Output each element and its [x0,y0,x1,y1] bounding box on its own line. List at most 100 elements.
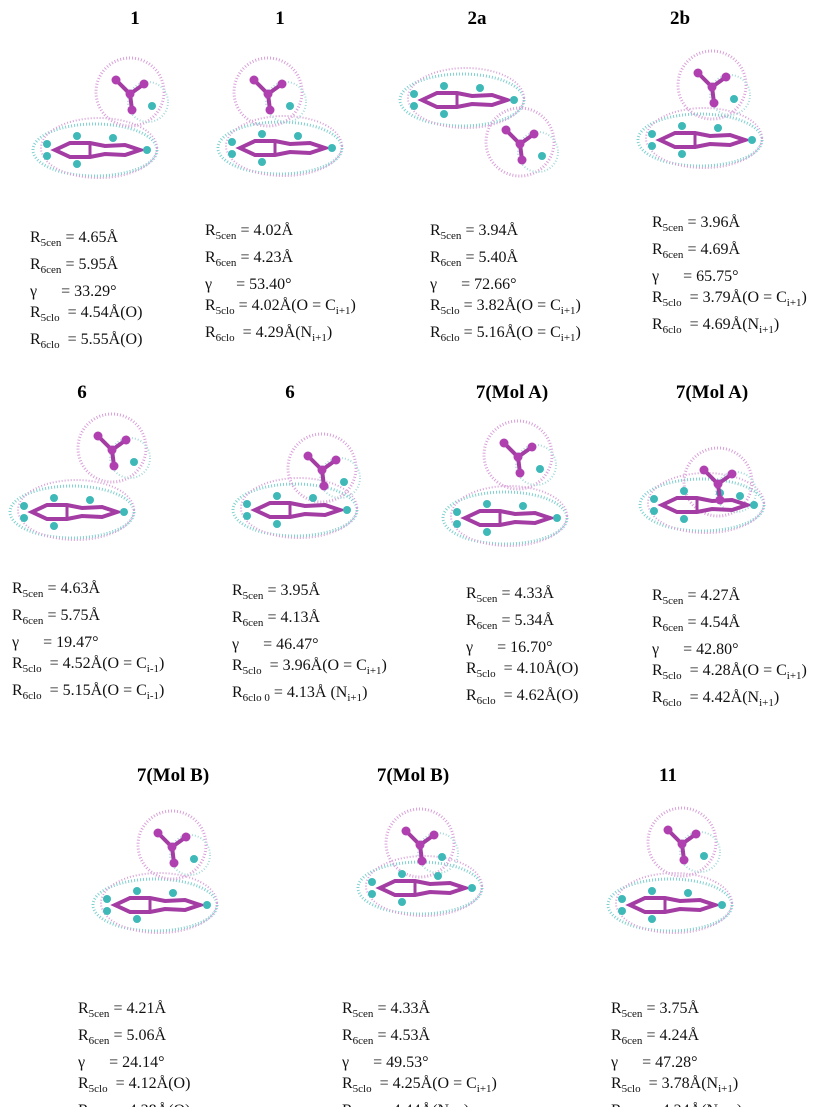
group-surface-cyan [418,833,458,873]
atom-pink [728,470,737,479]
subscript: 5clo [89,1083,108,1095]
parameter-line: R5cen = 4.33Å [342,998,497,1025]
text: γ = 19.47° [12,634,99,651]
atom-cyan [309,494,317,502]
atom-pink [154,829,163,838]
text: ) [464,1102,469,1107]
atom-pink [502,126,511,135]
atom-cyan [20,502,28,510]
subscript: 6cen [353,1035,374,1047]
text: R [430,324,441,341]
text: = 3.96Å(O = C [262,657,367,674]
panel-title: 1 [275,8,285,30]
atom-cyan [43,152,51,160]
molecule [608,808,732,933]
text: = 4.62Å(O) [496,687,579,704]
parameter-block: R5cen = 4.33ÅR6cen = 5.34Åγ = 16.70°R5cl… [466,583,578,712]
text: = 4.10Å(O) [496,660,579,677]
figure: 1R5cen = 4.65ÅR6cen = 5.95Åγ = 33.29°R5c… [0,0,828,1107]
ring-bonds [662,498,747,512]
subscript: i+1 [561,305,576,317]
atom-cyan [648,915,656,923]
subscript: 5clo [477,668,496,680]
atom-pink [430,831,439,840]
parameter-line: R5clo = 3.78Å(Ni+1) [611,1073,742,1100]
text: ) [159,655,164,672]
parameter-line: R6clo = 4.24Å(Ni+1 ) [611,1100,742,1107]
atom-cyan [618,907,626,915]
atom-pink [528,443,537,452]
parameter-line: R5clo = 3.82Å(O = Ci+1) [430,295,581,322]
text: ) [576,297,581,314]
atom-cyan [398,870,406,878]
molecule-layer [0,0,828,1107]
subscript: i-1 [147,663,159,675]
atom-pink [722,73,731,82]
subscript: 5cen [216,230,237,242]
text: = 4.27Å [683,587,740,604]
atom-cyan [553,514,561,522]
atom-pink [112,76,121,85]
subscript: 6cen [89,1035,110,1047]
subscript: 5clo [663,670,682,682]
atom-cyan [368,878,376,886]
atom-pink [518,156,527,165]
atom-pink [126,90,135,99]
atom-cyan [483,500,491,508]
panel-title: 6 [77,382,87,404]
atom-cyan [228,150,236,158]
ring-bonds [55,143,140,157]
atom-cyan [398,898,406,906]
atom-pink [516,469,525,478]
parameter-line: R6clo = 4.38Å(O) [78,1100,190,1107]
molecule [358,809,482,916]
text: R [430,222,441,239]
parameter-block: R5cen = 3.96ÅR6cen = 4.69Åγ = 65.75°R5cl… [652,212,807,341]
text: R [30,331,41,348]
text: R [652,241,663,258]
text: R [12,655,23,672]
atom-cyan [410,90,418,98]
text: = 4.69Å [683,241,740,258]
text: R [30,229,41,246]
subscript: 5clo [622,1083,641,1095]
molecule [233,434,360,538]
subscript: 5cen [243,590,264,602]
ring-bonds [422,93,507,107]
text: ) [774,316,779,333]
text: R [78,1075,89,1092]
atom-pink [678,840,687,849]
atom-pink [94,432,103,441]
text: = 4.69Å(N [682,316,759,333]
subscript: 6clo 0 [243,692,270,704]
text: ) [362,684,367,701]
parameter-line: γ = 42.80° [652,639,807,660]
parameter-line: R6cen = 5.40Å [430,247,581,274]
text: R [466,660,477,677]
atom-cyan [133,915,141,923]
text: R [611,1102,622,1107]
subscript: 5cen [477,593,498,605]
parameter-block: R5cen = 3.75ÅR6cen = 4.24Åγ = 47.28°R5cl… [611,998,742,1107]
molecule [10,414,150,540]
text: = 4.42Å(N [682,689,759,706]
parameter-block: R5cen = 4.33ÅR6cen = 4.53Åγ = 49.53°R5cl… [342,998,497,1107]
atom-cyan [190,855,198,863]
atom-cyan [440,110,448,118]
text: = 4.24Å(N [641,1102,718,1107]
text: = 3.94Å [461,222,518,239]
atom-cyan [133,887,141,895]
text: ) [733,1075,738,1092]
panel-title: 2a [468,8,487,30]
subscript: i+1 [787,297,802,309]
text: = 3.79Å(O = C [682,289,787,306]
parameter-line: R5clo = 4.02Å(O = Ci+1) [205,295,356,322]
text: R [652,587,663,604]
atom-pink [402,827,411,836]
subscript: 6clo [23,690,42,702]
parameter-line: R6clo = 4.44Å(Ni+1) [342,1100,497,1107]
atom-pink [716,496,725,505]
text: R [232,684,243,701]
text: ) [159,682,164,699]
